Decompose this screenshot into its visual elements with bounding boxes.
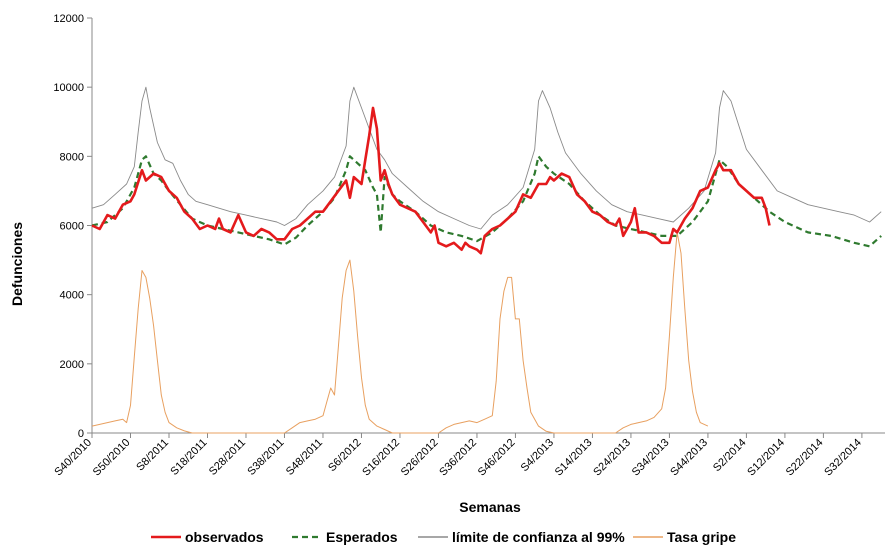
x-tick-label: S6/2012 [326, 437, 363, 474]
legend-label: Esperados [326, 529, 398, 545]
x-tick-label: S34/2013 [630, 437, 672, 479]
x-tick-label: S36/2012 [437, 437, 479, 479]
x-tick-label: S24/2013 [591, 437, 633, 479]
x-tick-label: S50/2010 [91, 437, 133, 479]
x-tick-label: S2/2014 [711, 437, 748, 474]
legend-label: Tasa gripe [667, 529, 736, 545]
legend-label: límite de confianza al 99% [452, 529, 625, 545]
x-axis-title: Semanas [459, 499, 521, 515]
x-tick-label: S40/2010 [52, 437, 94, 479]
y-tick-label: 0 [78, 428, 84, 440]
y-tick-label: 8000 [60, 151, 84, 163]
y-tick-label: 12000 [53, 13, 84, 25]
y-tick-label: 2000 [60, 359, 84, 371]
x-tick-label: S38/2011 [245, 437, 286, 478]
y-tick-label: 10000 [53, 82, 84, 94]
x-tick-label: S18/2011 [168, 437, 209, 478]
series-line [91, 155, 882, 248]
y-tick-label: 6000 [60, 221, 84, 233]
series-layer [91, 86, 882, 434]
x-tick-label: S8/2011 [134, 437, 171, 474]
series-line [91, 231, 709, 434]
x-tick-label: S28/2011 [207, 437, 248, 478]
x-tick-label: S22/2014 [784, 437, 826, 479]
x-tick-label: S26/2012 [399, 437, 441, 479]
y-axis-title: Defunciones [9, 222, 25, 306]
x-tick-label: S4/2013 [519, 437, 556, 474]
series-line [91, 86, 882, 230]
x-tick-label: S46/2012 [476, 437, 518, 479]
x-tick-label: S14/2013 [553, 437, 595, 479]
legend: observados Esperados límite de confianza a… [151, 529, 736, 545]
x-tick-label: S16/2012 [360, 437, 402, 479]
x-tick-label: S48/2011 [284, 437, 325, 478]
x-tick-label: S32/2014 [822, 437, 864, 479]
legend-label: observados [185, 529, 264, 545]
series-line [91, 106, 771, 255]
x-tick-label: S12/2014 [745, 437, 787, 479]
y-tick-label: 4000 [60, 290, 84, 302]
x-tick-label: S44/2013 [668, 437, 710, 479]
